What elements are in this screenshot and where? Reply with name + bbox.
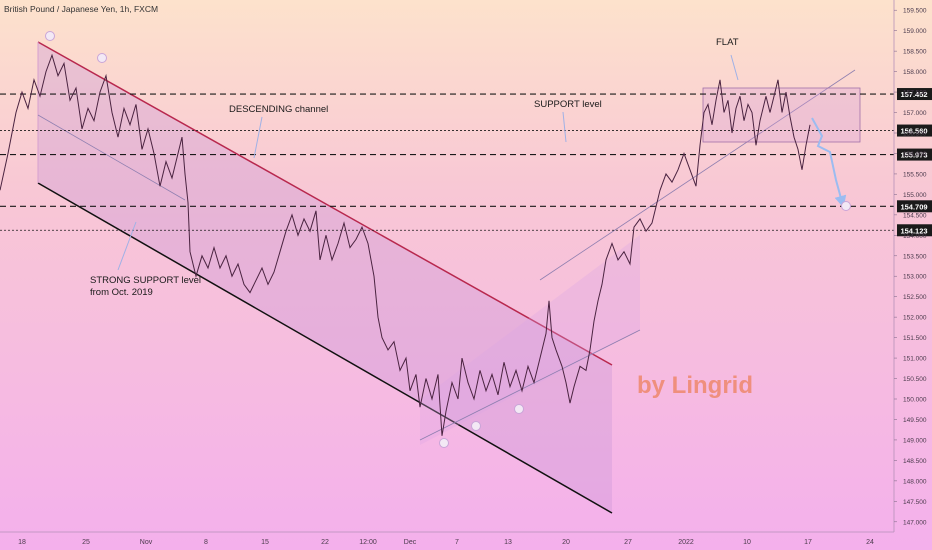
x-tick-label: 20 bbox=[562, 539, 570, 546]
descending-channel-bottom-line bbox=[37, 182, 613, 514]
y-tick-label: 153.500 bbox=[903, 253, 927, 260]
x-tick-label: 17 bbox=[804, 539, 812, 546]
annotation-flat: FLAT bbox=[716, 37, 739, 48]
y-tick-label: 156.500 bbox=[903, 131, 927, 138]
y-tick-label: 158.500 bbox=[903, 49, 927, 56]
touch-marker bbox=[45, 31, 55, 41]
x-tick-label: 25 bbox=[82, 539, 90, 546]
y-tick-label: 151.000 bbox=[903, 356, 927, 363]
descending-label-pointer bbox=[253, 116, 263, 159]
y-tick-label: 156.000 bbox=[903, 151, 927, 158]
y-tick-label: 148.500 bbox=[903, 458, 927, 465]
touch-marker bbox=[514, 404, 524, 414]
x-tick-label: Nov bbox=[140, 539, 153, 546]
level-price-box bbox=[897, 200, 932, 213]
x-tick-label: 15 bbox=[261, 539, 269, 546]
y-tick-label: 157.500 bbox=[903, 90, 927, 97]
x-tick-label: 13 bbox=[504, 539, 512, 546]
y-tick-label: 153.000 bbox=[903, 274, 927, 281]
level-price-box bbox=[897, 124, 932, 137]
level-price-label: 154.709 bbox=[900, 202, 927, 211]
y-axis: 159.500 159.000 158.500 158.000 157.500 157.0… bbox=[893, 0, 927, 532]
x-tick-label: 10 bbox=[743, 539, 751, 546]
level-price-label: 156.560 bbox=[900, 127, 927, 136]
flat-box bbox=[702, 87, 861, 143]
y-tick-label: 155.500 bbox=[903, 171, 927, 178]
x-tick-label: 12:00 bbox=[359, 539, 377, 546]
x-tick-label: 18 bbox=[18, 539, 26, 546]
y-tick-label: 152.000 bbox=[903, 315, 927, 322]
y-tick-label: 154.000 bbox=[903, 233, 927, 240]
price-series-line bbox=[0, 53, 811, 436]
annotation-descending-channel: DESCENDING channel bbox=[229, 104, 328, 115]
touch-markers bbox=[45, 31, 851, 448]
y-tick-label: 155.000 bbox=[903, 192, 927, 199]
x-tick-label: 7 bbox=[455, 539, 459, 546]
touch-marker bbox=[97, 53, 107, 63]
watermark: by Lingrid bbox=[637, 372, 753, 399]
y-tick-label: 148.000 bbox=[903, 478, 927, 485]
level-price-label: 157.452 bbox=[900, 90, 927, 99]
y-tick-label: 150.000 bbox=[903, 397, 927, 404]
y-tick-label: 149.500 bbox=[903, 417, 927, 424]
x-tick-label: 24 bbox=[866, 539, 874, 546]
touch-marker bbox=[841, 201, 851, 211]
y-tick-label: 157.000 bbox=[903, 110, 927, 117]
rising-channel-bottom-line bbox=[419, 329, 641, 441]
flat-label-pointer bbox=[730, 54, 739, 81]
levels-layer: 157.452 156.560 155.973 154.709 154.123 bbox=[0, 88, 932, 237]
y-tick-label: 159.500 bbox=[903, 8, 927, 15]
x-tick-label: 2022 bbox=[678, 539, 694, 546]
level-price-box bbox=[897, 224, 932, 237]
annotation-strong-support-line2: from Oct. 2019 bbox=[90, 287, 153, 298]
y-tick-label: 152.500 bbox=[903, 294, 927, 301]
x-tick-label: 27 bbox=[624, 539, 632, 546]
y-tick-label: 150.500 bbox=[903, 376, 927, 383]
y-tick-label: 154.500 bbox=[903, 212, 927, 219]
touch-marker bbox=[439, 438, 449, 448]
y-tick-label: 151.500 bbox=[903, 335, 927, 342]
x-tick-label: Dec bbox=[404, 539, 417, 546]
projection-arrow bbox=[811, 117, 847, 208]
level-price-box bbox=[897, 88, 932, 101]
descending-channel-fill bbox=[38, 42, 612, 513]
y-tick-label: 159.000 bbox=[903, 28, 927, 35]
level-price-box bbox=[897, 148, 932, 161]
y-tick-label: 149.000 bbox=[903, 437, 927, 444]
y-tick-label: 158.000 bbox=[903, 69, 927, 76]
touch-marker bbox=[471, 421, 481, 431]
x-tick-label: 22 bbox=[321, 539, 329, 546]
annotation-strong-support: STRONG SUPPORT level bbox=[90, 275, 201, 286]
x-tick-label: 8 bbox=[204, 539, 208, 546]
y-tick-label: 147.000 bbox=[903, 519, 927, 526]
level-price-label: 154.123 bbox=[900, 226, 927, 235]
strong-support-pointer bbox=[117, 221, 137, 271]
x-axis: 18 25 Nov 8 15 22 12:00 Dec 7 13 20 27 2022 10 17 24 bbox=[0, 531, 894, 546]
level-price-label: 155.973 bbox=[900, 151, 927, 160]
descending-channel-top-line bbox=[37, 41, 613, 366]
annotation-support-level: SUPPORT level bbox=[534, 99, 602, 110]
support-label-pointer bbox=[562, 111, 567, 143]
chart-title: British Pound / Japanese Yen, 1h, FXCM bbox=[4, 4, 158, 14]
y-tick-label: 147.500 bbox=[903, 499, 927, 506]
